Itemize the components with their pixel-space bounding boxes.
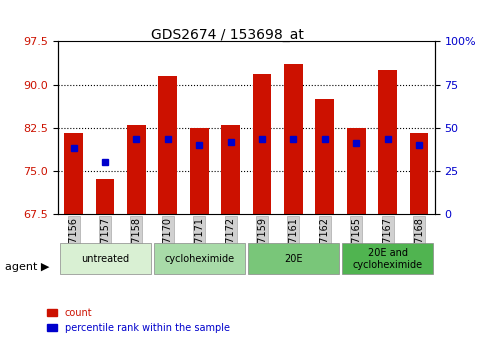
- Bar: [315, 99, 334, 214]
- Bar: [96, 179, 114, 214]
- Bar: [253, 74, 271, 214]
- Text: untreated: untreated: [81, 254, 129, 264]
- Text: agent ▶: agent ▶: [5, 263, 49, 272]
- Legend: count, percentile rank within the sample: count, percentile rank within the sample: [43, 304, 234, 337]
- Bar: [158, 76, 177, 214]
- Bar: [410, 134, 428, 214]
- Bar: [64, 134, 83, 214]
- Bar: [284, 65, 303, 214]
- FancyBboxPatch shape: [154, 243, 245, 274]
- FancyBboxPatch shape: [248, 243, 339, 274]
- Text: 20E: 20E: [284, 254, 303, 264]
- Bar: [378, 70, 397, 214]
- Bar: [221, 125, 240, 214]
- Bar: [347, 128, 366, 214]
- Bar: [190, 128, 209, 214]
- Bar: [127, 125, 146, 214]
- FancyBboxPatch shape: [342, 243, 433, 274]
- Text: cycloheximide: cycloheximide: [164, 254, 234, 264]
- FancyBboxPatch shape: [59, 243, 151, 274]
- Text: GDS2674 / 153698_at: GDS2674 / 153698_at: [151, 28, 303, 42]
- Text: 20E and
cycloheximide: 20E and cycloheximide: [353, 248, 423, 269]
